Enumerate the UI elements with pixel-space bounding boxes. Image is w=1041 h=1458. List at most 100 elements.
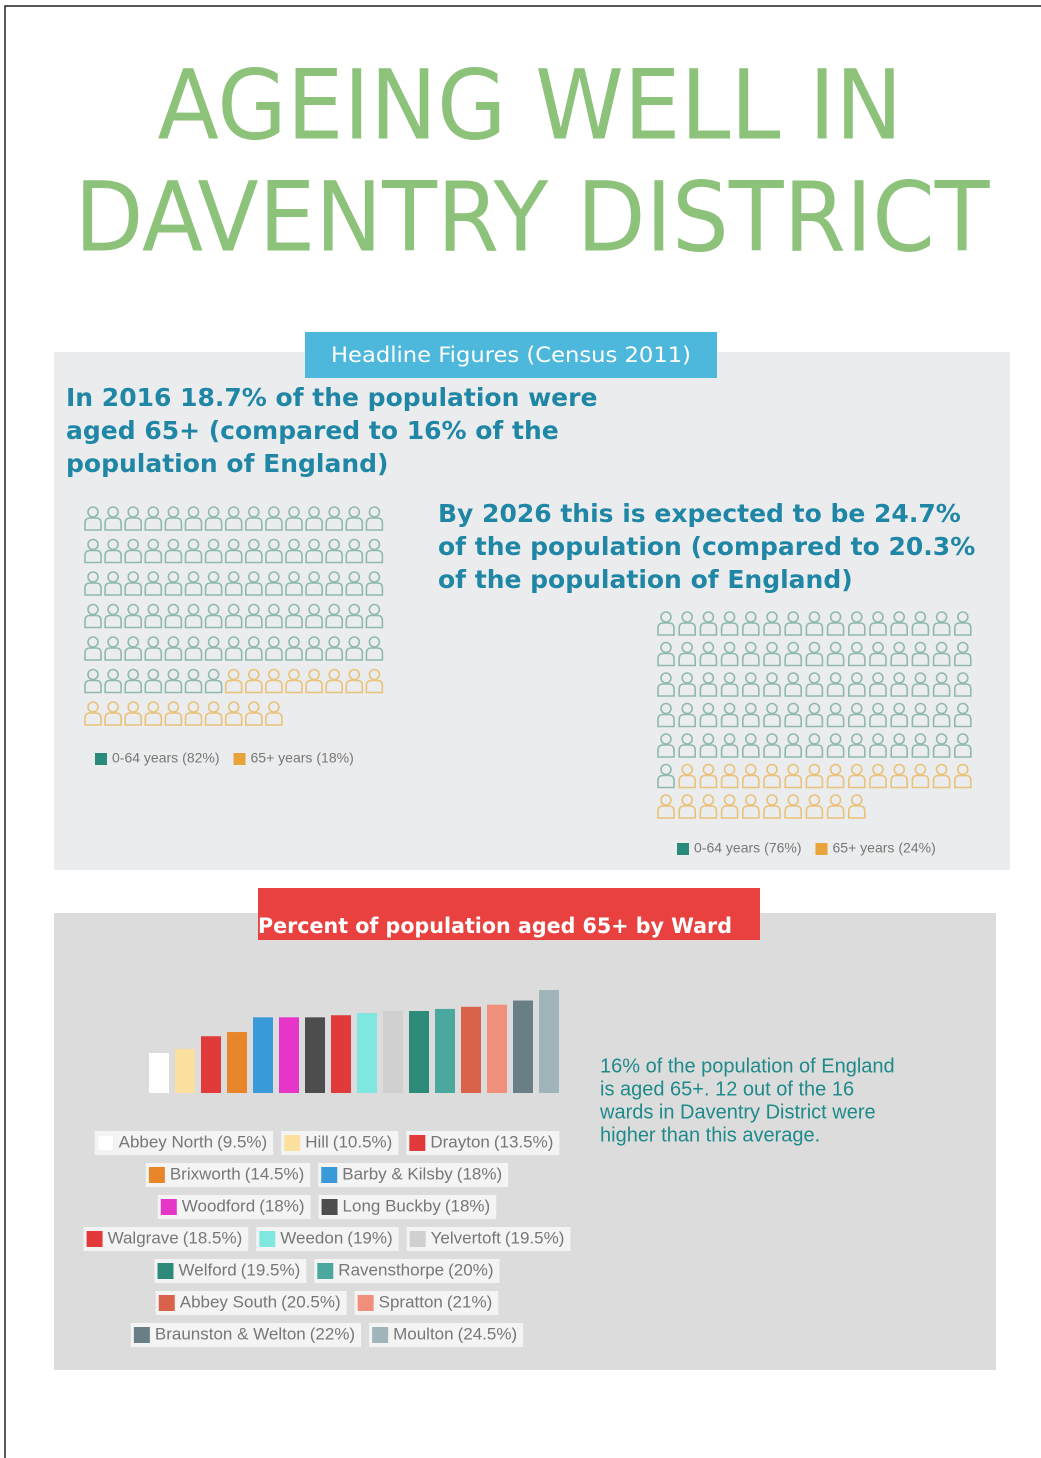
legend-item: Moulton (24.5%) [369, 1323, 524, 1347]
person-body [345, 549, 364, 564]
person-head [723, 733, 736, 745]
person-head [248, 571, 260, 583]
bar [357, 1013, 377, 1093]
headline-panel [54, 352, 1010, 870]
legend-label: Ravensthorpe [338, 1260, 444, 1279]
legend-item: Woodford (18%) [157, 1195, 311, 1219]
person-body [345, 614, 364, 629]
bar [513, 1000, 533, 1093]
bar [539, 990, 559, 1093]
person-body [911, 622, 930, 636]
person-body [325, 614, 343, 629]
person-body [164, 712, 183, 726]
person-body [345, 679, 364, 694]
person-head [935, 733, 948, 745]
legend-item: Barby & Kilsby (18%) [318, 1163, 509, 1187]
legend-value: (76%) [764, 840, 801, 856]
person-head [268, 668, 280, 681]
bar [409, 1011, 429, 1093]
person-head [702, 702, 715, 715]
person-body [204, 679, 223, 694]
legend-label: 65+ years [251, 750, 313, 766]
person-body [204, 647, 223, 661]
legend-bg [406, 1131, 560, 1155]
legend-swatch [95, 753, 107, 765]
legend-label: 0-64 years [112, 750, 178, 766]
person-head [187, 506, 200, 518]
person-body [954, 622, 972, 636]
person-head [893, 641, 906, 654]
legend-swatch [157, 1263, 174, 1279]
person-body [848, 683, 866, 697]
person-head [681, 763, 694, 776]
person-body [657, 652, 675, 667]
person-head [766, 763, 778, 776]
person-body [805, 774, 824, 789]
person-body [124, 712, 142, 726]
bar [279, 1017, 299, 1093]
person-body [678, 652, 696, 667]
person-body [84, 549, 102, 564]
person-body [954, 652, 972, 667]
person-head [744, 733, 757, 745]
person-body [763, 805, 781, 819]
legend-swatch [160, 1199, 177, 1215]
bar [487, 1004, 507, 1093]
person-head [829, 794, 842, 806]
person-head [288, 538, 300, 551]
person-body [763, 622, 781, 636]
legend-item: Spratton (21%) [354, 1291, 499, 1315]
person-body [365, 517, 384, 531]
legend-swatch [158, 1295, 175, 1311]
person-head [702, 733, 715, 745]
person-body [699, 805, 718, 819]
legend-value: (9.5%) [217, 1132, 267, 1151]
person-head [288, 506, 300, 518]
legend-swatch [259, 1231, 276, 1247]
person-body [954, 713, 972, 728]
legend-label: Brixworth [170, 1164, 241, 1183]
person-body [365, 582, 384, 596]
person-body [265, 549, 283, 564]
person-head [288, 636, 300, 648]
person-body [104, 679, 122, 694]
legend-bg [256, 1227, 399, 1251]
person-body [204, 517, 223, 531]
legend-swatch [133, 1327, 150, 1343]
legend-bg [314, 1259, 500, 1283]
person-head [127, 506, 139, 518]
person-head [914, 672, 927, 684]
person-body [164, 647, 183, 661]
person-body [678, 805, 696, 819]
person-body [742, 713, 760, 728]
person-body [869, 652, 887, 667]
person-head [368, 538, 381, 551]
person-body [932, 774, 951, 789]
legend-item: Abbey North (9.5%) [94, 1131, 274, 1155]
legend-item: Long Buckby (18%) [318, 1195, 497, 1219]
person-body [742, 622, 760, 636]
person-head [187, 701, 200, 713]
person-body [104, 647, 122, 661]
person-body [699, 622, 718, 636]
person-head [956, 733, 969, 745]
person-body [678, 713, 696, 728]
headline-text: By 2026 this is expected to be 24.7% [438, 499, 961, 528]
person-head [207, 668, 220, 681]
person-head [872, 672, 884, 684]
person-head [227, 571, 240, 583]
person-head [893, 611, 906, 623]
legend-bg [154, 1259, 307, 1283]
person-head [127, 668, 139, 681]
person-body [124, 614, 142, 629]
person-head [268, 701, 280, 713]
person-head [766, 702, 778, 715]
person-body [84, 582, 102, 596]
person-head [702, 672, 715, 684]
person-head [681, 611, 694, 623]
person-body [144, 647, 163, 661]
person-head [187, 571, 200, 583]
person-head [893, 702, 906, 715]
legend-item: Weedon (19%) [256, 1227, 399, 1251]
